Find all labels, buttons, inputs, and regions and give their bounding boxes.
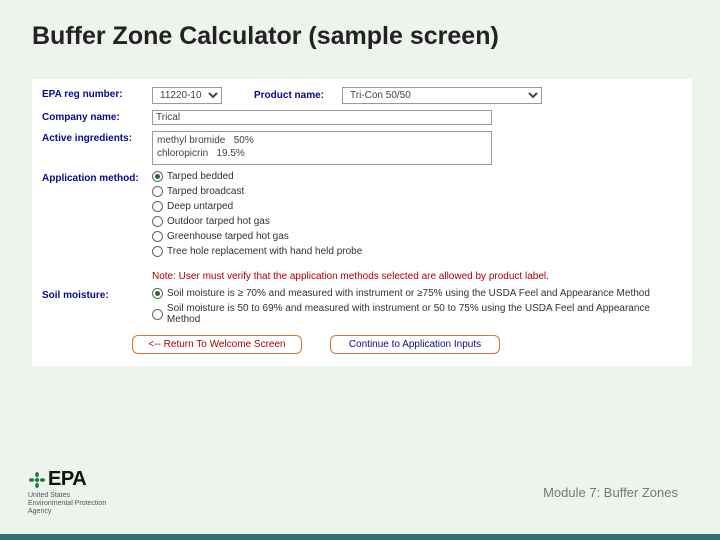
row-method: Application method: Tarped beddedTarped …	[42, 171, 682, 282]
method-label: Application method:	[42, 171, 152, 184]
method-radio-item[interactable]: Outdoor tarped hot gas	[152, 216, 362, 227]
method-radio-label: Tarped broadcast	[167, 186, 244, 197]
continue-button[interactable]: Continue to Application Inputs	[330, 335, 500, 354]
return-button[interactable]: <-- Return To Welcome Screen	[132, 335, 302, 354]
radio-icon	[152, 186, 163, 197]
row-moisture: Soil moisture: Soil moisture is ≥ 70% an…	[42, 288, 682, 325]
row-ingredients: Active ingredients: methyl bromide 50% c…	[42, 131, 682, 165]
method-radio-label: Tree hole replacement with hand held pro…	[167, 246, 362, 257]
moisture-radio-list: Soil moisture is ≥ 70% and measured with…	[152, 288, 682, 325]
slide: Buffer Zone Calculator (sample screen) E…	[0, 0, 720, 540]
method-radio-item[interactable]: Deep untarped	[152, 201, 362, 212]
module-label: Module 7: Buffer Zones	[543, 485, 678, 500]
ingredients-label: Active ingredients:	[42, 131, 152, 144]
product-name-select[interactable]: Tri-Con 50/50	[342, 87, 542, 104]
radio-icon	[152, 288, 163, 299]
method-field-area: Tarped bedded Tarped broadcast Deep untarp…	[152, 171, 682, 282]
moisture-label: Soil moisture:	[42, 288, 152, 301]
reg-label: EPA reg number:	[42, 87, 152, 100]
epa-logo-text: EPA	[48, 468, 86, 491]
epa-logo-sub: United States Environmental Protection A…	[28, 492, 106, 516]
footer-inner: EPA United States Environmental Protecti…	[28, 468, 106, 516]
moisture-field-area: Soil moisture is ≥ 70% and measured with…	[152, 288, 682, 325]
radio-icon	[152, 201, 163, 212]
method-note: Note: User must verify that the applicat…	[152, 271, 549, 282]
row-company: Company name:	[42, 110, 682, 125]
reg-field-area: 11220-10 Product name: Tri-Con 50/50	[152, 87, 682, 104]
product-label: Product name:	[254, 90, 324, 101]
company-input[interactable]	[152, 110, 492, 125]
method-radio-item[interactable]: Tarped broadcast	[152, 186, 362, 197]
method-radio-list: Tarped bedded Tarped broadcast Deep untarp…	[152, 171, 362, 257]
moisture-radio-label: Soil moisture is 50 to 69% and measured …	[167, 303, 682, 325]
company-label: Company name:	[42, 110, 152, 123]
method-radio-label: Greenhouse tarped hot gas	[167, 231, 289, 242]
radio-icon	[152, 309, 163, 320]
method-radio-label: Deep untarped	[167, 201, 233, 212]
moisture-radio-item[interactable]: Soil moisture is 50 to 69% and measured …	[152, 303, 682, 325]
moisture-radio-item[interactable]: Soil moisture is ≥ 70% and measured with…	[152, 288, 682, 299]
radio-icon	[152, 216, 163, 227]
reg-number-select[interactable]: 11220-10	[152, 87, 222, 104]
radio-icon	[152, 171, 163, 182]
ingredients-box: methyl bromide 50% chloropicrin 19.5%	[152, 131, 492, 165]
method-radio-label: Outdoor tarped hot gas	[167, 216, 270, 227]
footer: EPA United States Environmental Protecti…	[0, 462, 720, 540]
method-radio-label: Tarped bedded	[167, 171, 234, 182]
slide-title: Buffer Zone Calculator (sample screen)	[32, 22, 688, 51]
method-radio-item[interactable]: Tree hole replacement with hand held pro…	[152, 246, 362, 257]
radio-icon	[152, 231, 163, 242]
radio-icon	[152, 246, 163, 257]
method-radio-item[interactable]: Tarped bedded	[152, 171, 362, 182]
button-row: <-- Return To Welcome Screen Continue to…	[42, 335, 682, 354]
epa-logo-block: EPA United States Environmental Protecti…	[28, 468, 106, 516]
ingredients-field-area: methyl bromide 50% chloropicrin 19.5%	[152, 131, 682, 165]
calculator-form: EPA reg number: 11220-10 Product name: T…	[32, 79, 692, 366]
company-field-area	[152, 110, 682, 125]
method-radio-item[interactable]: Greenhouse tarped hot gas	[152, 231, 362, 242]
epa-logo: EPA	[28, 468, 106, 491]
epa-flower-icon	[28, 471, 46, 489]
row-reg: EPA reg number: 11220-10 Product name: T…	[42, 87, 682, 104]
moisture-radio-label: Soil moisture is ≥ 70% and measured with…	[167, 288, 650, 299]
